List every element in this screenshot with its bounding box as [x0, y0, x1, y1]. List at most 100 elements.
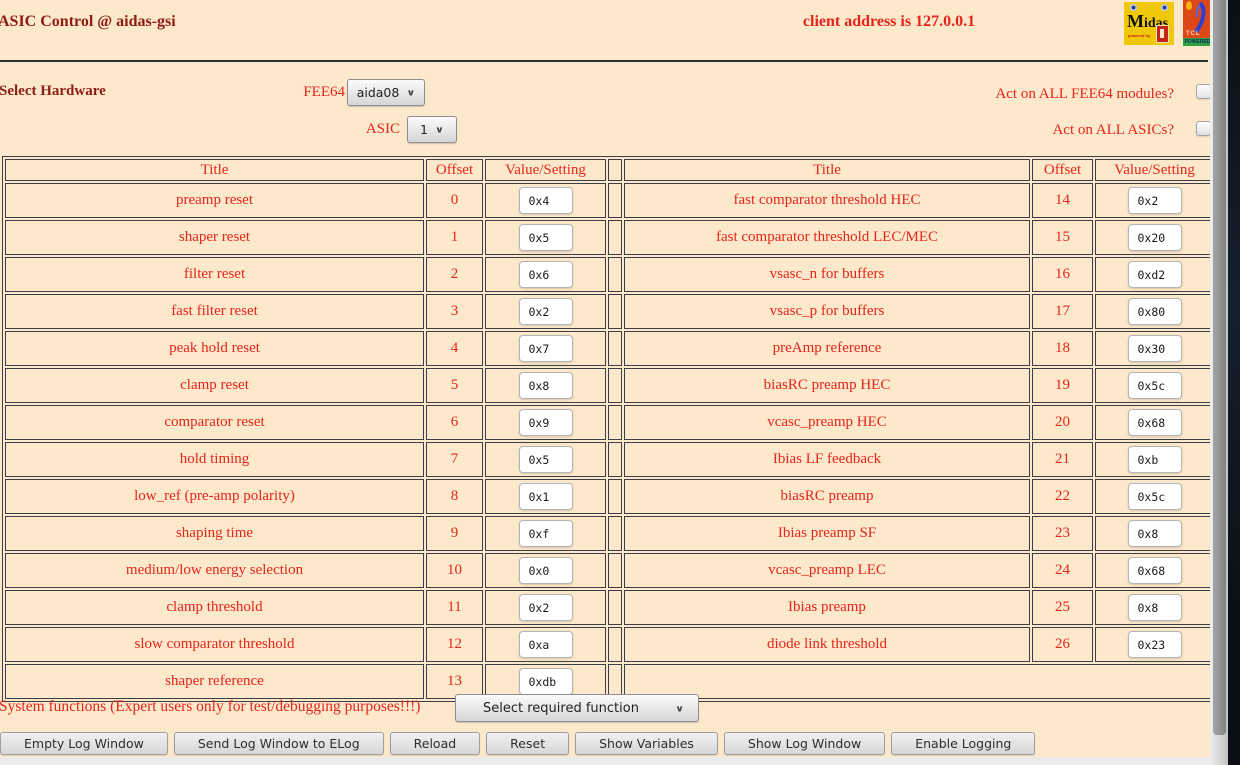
param-value-input[interactable]: [518, 446, 573, 473]
param-value-cell: [485, 183, 606, 218]
spacer-cell: [608, 294, 622, 329]
param-value-input[interactable]: [1127, 409, 1182, 436]
spacer-cell: [608, 516, 622, 551]
reset-button[interactable]: Reset: [486, 732, 570, 755]
header-divider: [0, 60, 1208, 62]
asic-label: ASIC: [365, 121, 400, 137]
param-value-input[interactable]: [1127, 298, 1182, 325]
param-offset: 11: [426, 590, 483, 625]
flame-icon: [1186, 1, 1192, 10]
vertical-scrollbar[interactable]: [1210, 0, 1228, 765]
param-title: diode link threshold: [624, 627, 1030, 662]
scrollbar-thumb[interactable]: [1213, 0, 1226, 735]
param-offset: 20: [1032, 405, 1093, 440]
param-title: fast filter reset: [5, 294, 424, 329]
param-offset: 21: [1032, 442, 1093, 477]
param-title: biasRC preamp HEC: [624, 368, 1030, 403]
param-title: low_ref (pre-amp polarity): [5, 479, 424, 514]
act-on-all-asics-label: Act on ALL ASICs?: [1052, 122, 1174, 138]
param-offset: 0: [426, 183, 483, 218]
client-address-text: client address is 127.0.0.1: [802, 13, 976, 30]
param-title: fast comparator threshold LEC/MEC: [624, 220, 1030, 255]
param-value-input[interactable]: [518, 335, 573, 362]
param-offset: 10: [426, 553, 483, 588]
act-on-all-fee64-checkbox[interactable]: [1196, 84, 1211, 99]
chevron-down-icon: ∨: [675, 702, 684, 714]
param-value-input[interactable]: [1127, 557, 1182, 584]
send-log-window-to-elog-button[interactable]: Send Log Window to ELog: [173, 732, 384, 755]
param-value-input[interactable]: [1127, 372, 1182, 399]
param-title: biasRC preamp: [624, 479, 1030, 514]
bottom-button-row: Empty Log Window Send Log Window to ELog…: [0, 732, 1036, 755]
param-value-input[interactable]: [1127, 631, 1182, 658]
param-value-input[interactable]: [518, 224, 573, 251]
midas-emblem-icon: [1130, 4, 1137, 11]
param-value-input[interactable]: [518, 557, 573, 584]
asic-select[interactable]: 1 ∨: [407, 116, 457, 143]
param-offset: 3: [426, 294, 483, 329]
param-value-cell: [1095, 220, 1214, 255]
param-value-cell: [1095, 442, 1214, 477]
spacer-cell: [608, 183, 622, 218]
param-value-cell: [485, 294, 606, 329]
midas-logo[interactable]: Midas powered by: [1124, 2, 1174, 45]
spacer-cell: [608, 331, 622, 366]
param-value-input[interactable]: [1127, 520, 1182, 547]
param-value-cell: [485, 331, 606, 366]
show-variables-button[interactable]: Show Variables: [575, 732, 718, 755]
param-value-input[interactable]: [1127, 483, 1182, 510]
param-offset: 5: [426, 368, 483, 403]
param-title: clamp threshold: [5, 590, 424, 625]
horizontal-scrollbar-track[interactable]: [0, 757, 1210, 765]
param-value-input[interactable]: [518, 668, 573, 695]
param-value-cell: [485, 664, 606, 699]
enable-logging-button[interactable]: Enable Logging: [891, 732, 1036, 755]
param-value-input[interactable]: [1127, 594, 1182, 621]
show-log-window-button[interactable]: Show Log Window: [723, 732, 886, 755]
fee64-select[interactable]: aida08 ∨: [347, 79, 425, 106]
param-value-input[interactable]: [518, 594, 573, 621]
system-function-select[interactable]: Select required function ∨: [455, 694, 699, 722]
param-title: preamp reset: [5, 183, 424, 218]
param-value-input[interactable]: [518, 261, 573, 288]
tcl-logo[interactable]: TCL POWERED: [1183, 0, 1212, 46]
param-title: vcasc_preamp LEC: [624, 553, 1030, 588]
reload-button[interactable]: Reload: [389, 732, 481, 755]
param-title: preAmp reference: [624, 331, 1030, 366]
param-value-input[interactable]: [518, 372, 573, 399]
param-value-input[interactable]: [518, 483, 573, 510]
param-value-input[interactable]: [1127, 335, 1182, 362]
param-value-input[interactable]: [518, 631, 573, 658]
empty-log-window-button[interactable]: Empty Log Window: [0, 732, 168, 755]
param-offset: 4: [426, 331, 483, 366]
param-value-input[interactable]: [518, 187, 573, 214]
column-header-value: Value/Setting: [1095, 159, 1214, 181]
param-value-input[interactable]: [518, 520, 573, 547]
act-on-all-asics-checkbox[interactable]: [1196, 121, 1211, 136]
param-value-input[interactable]: [1127, 224, 1182, 251]
param-title: medium/low energy selection: [5, 553, 424, 588]
param-offset: 24: [1032, 553, 1093, 588]
param-value-input[interactable]: [518, 298, 573, 325]
param-value-input[interactable]: [1127, 261, 1182, 288]
param-value-input[interactable]: [1127, 446, 1182, 473]
param-title: Ibias preamp SF: [624, 516, 1030, 551]
param-value-input[interactable]: [518, 409, 573, 436]
column-header-value: Value/Setting: [485, 159, 606, 181]
param-title: fast comparator threshold HEC: [624, 183, 1030, 218]
param-value-cell: [1095, 479, 1214, 514]
param-offset: 16: [1032, 257, 1093, 292]
column-header-offset: Offset: [1032, 159, 1093, 181]
param-value-input[interactable]: [1127, 187, 1182, 214]
act-on-all-fee64-label: Act on ALL FEE64 modules?: [995, 86, 1174, 102]
spacer-cell: [608, 590, 622, 625]
param-value-cell: [1095, 627, 1214, 662]
page-title: ASIC Control @ aidas-gsi: [0, 13, 176, 30]
param-offset: 19: [1032, 368, 1093, 403]
param-offset: 17: [1032, 294, 1093, 329]
param-offset: 9: [426, 516, 483, 551]
param-title: shaper reset: [5, 220, 424, 255]
